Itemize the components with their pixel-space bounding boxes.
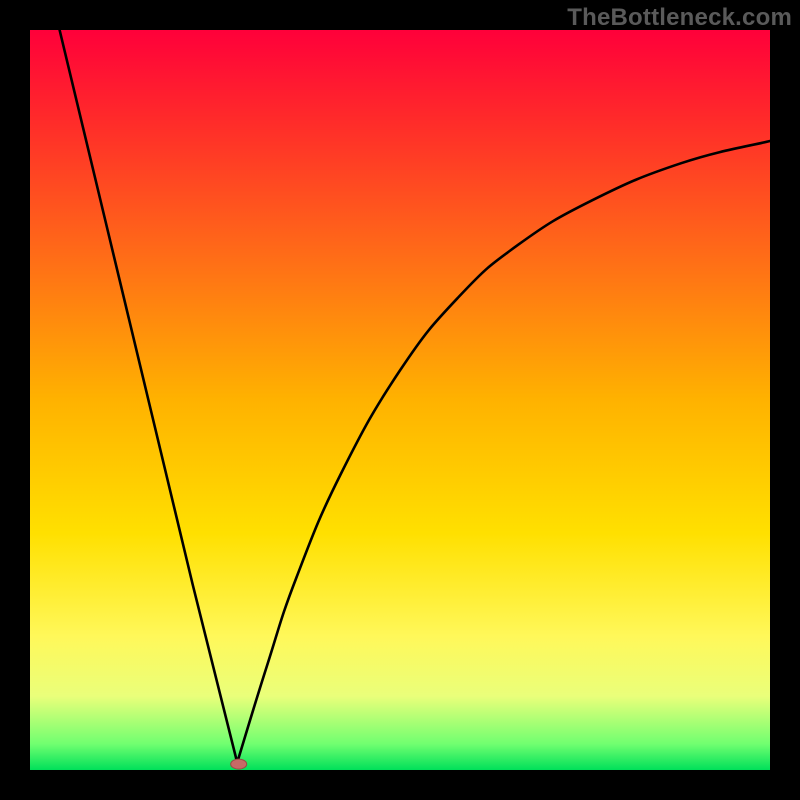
chart-container: TheBottleneck.com bbox=[0, 0, 800, 800]
plot-background bbox=[30, 30, 770, 770]
minimum-marker bbox=[231, 759, 247, 769]
bottleneck-chart bbox=[0, 0, 800, 800]
watermark-text: TheBottleneck.com bbox=[567, 4, 792, 32]
